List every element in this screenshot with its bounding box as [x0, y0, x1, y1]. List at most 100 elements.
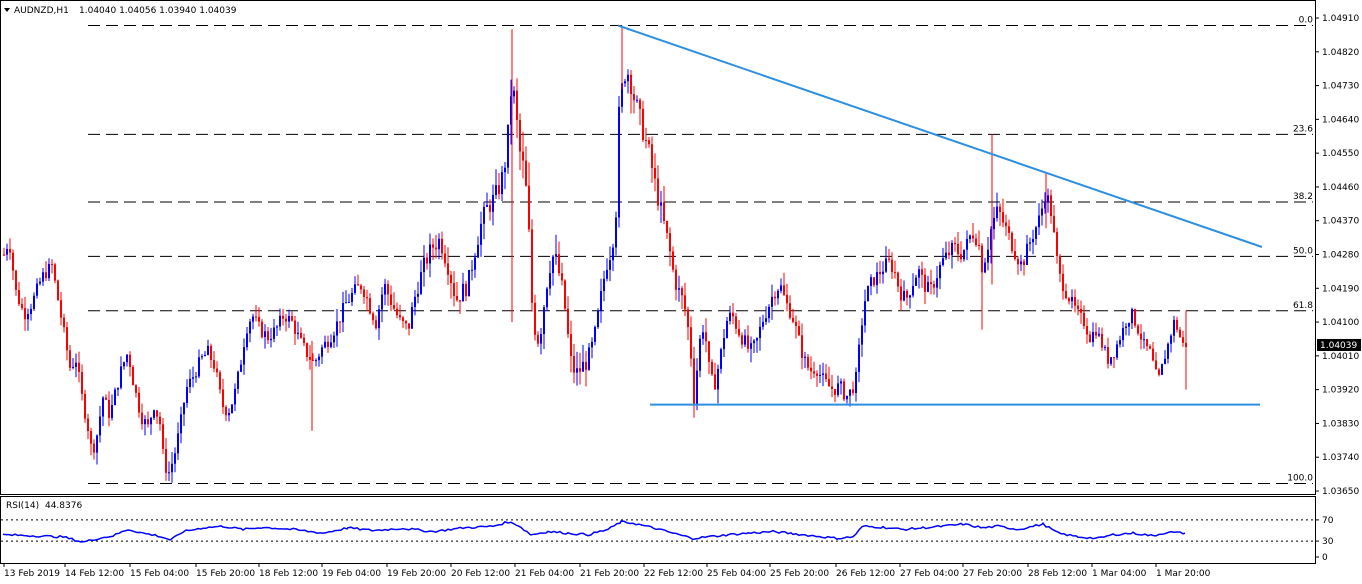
chart-header: AUDNZD,H1 1.04040 1.04056 1.03940 1.0403… — [4, 6, 237, 16]
candle-bull — [597, 310, 599, 328]
candle-bear — [828, 379, 830, 387]
candle-bull — [198, 357, 200, 377]
candle-bull — [177, 433, 179, 454]
time-tick-label: 1 Mar 04:00 — [1092, 569, 1147, 579]
candle-bull — [438, 238, 440, 250]
candle-bear — [51, 263, 53, 265]
candle-bear — [813, 371, 815, 374]
candle-bear — [327, 341, 329, 348]
candle-bear — [165, 448, 167, 473]
candle-bull — [240, 364, 242, 372]
time-tick-label: 21 Feb 20:00 — [580, 569, 639, 579]
candle-bear — [924, 274, 926, 292]
fib-label: 38.2 — [1293, 192, 1313, 202]
time-tick-label: 20 Feb 12:00 — [451, 569, 510, 579]
candle-bull — [582, 361, 584, 372]
candle-bull — [915, 277, 917, 286]
candle-bull — [1029, 242, 1031, 244]
trendline-resistance — [617, 24, 1263, 248]
candle-bear — [558, 254, 560, 274]
candle-bear — [786, 294, 788, 304]
candle-bull — [777, 290, 779, 299]
time-tick-label: 26 Feb 12:00 — [836, 569, 895, 579]
candle-bull — [624, 81, 626, 84]
candle-bear — [162, 424, 164, 449]
candle-bear — [519, 119, 521, 152]
candle-bear — [630, 74, 632, 95]
candle-bull — [867, 285, 869, 302]
candle-bull — [264, 331, 266, 338]
candle-bull — [420, 272, 422, 294]
candle-bull — [48, 263, 50, 279]
candle-bull — [1044, 201, 1046, 209]
candle-bull — [480, 223, 482, 245]
candle-bull — [759, 326, 761, 339]
candle-bear — [852, 389, 854, 393]
candle-bear — [888, 258, 890, 260]
candle-bear — [3, 254, 5, 256]
candle-bear — [87, 418, 89, 432]
candle-bear — [687, 309, 689, 328]
price-tick-label: 1.04100 — [1322, 318, 1359, 328]
candle-bull — [507, 124, 509, 168]
candle-bear — [1155, 360, 1157, 370]
candle-bear — [522, 151, 524, 161]
candle-bull — [855, 371, 857, 393]
candle-bull — [186, 387, 188, 403]
price-tick-label: 1.04820 — [1322, 48, 1359, 58]
candle-bear — [738, 328, 740, 336]
candle-bull — [510, 96, 512, 125]
candle-bull — [837, 383, 839, 395]
candle-bull — [600, 291, 602, 311]
candle-bull — [552, 256, 554, 274]
candle-bull — [384, 284, 386, 295]
candle-bull — [189, 378, 191, 388]
candle-bull — [330, 342, 332, 348]
candle-bull — [603, 278, 605, 292]
candle-bear — [975, 238, 977, 245]
candle-bull — [273, 327, 275, 339]
price-tick-label: 1.04550 — [1322, 149, 1359, 159]
candle-bear — [267, 331, 269, 341]
candle-bear — [669, 233, 671, 252]
candle-bull — [594, 327, 596, 342]
candle-bear — [393, 304, 395, 309]
candle-bear — [447, 263, 449, 275]
candle-bear — [516, 90, 518, 120]
price-tick-label: 1.03740 — [1322, 453, 1359, 463]
candle-bull — [117, 387, 119, 390]
candle-bear — [1182, 337, 1184, 343]
candle-bear — [1152, 348, 1154, 361]
candle-bear — [426, 257, 428, 264]
candle-bear — [792, 317, 794, 322]
candle-bear — [681, 288, 683, 296]
rsi-panel-frame — [0, 496, 1316, 564]
candle-bull — [336, 321, 338, 336]
candle-bull — [549, 273, 551, 289]
candle-bull — [324, 341, 326, 348]
candle-bear — [309, 357, 311, 360]
candle-bear — [1077, 305, 1079, 310]
candle-bear — [387, 284, 389, 295]
price-tick-label: 1.04910 — [1322, 14, 1359, 24]
candle-bull — [483, 206, 485, 224]
candle-bear — [960, 254, 962, 260]
candle-bear — [741, 335, 743, 345]
candle-bull — [36, 283, 38, 296]
candle-bear — [1008, 226, 1010, 233]
candle-bull — [918, 269, 920, 278]
candle-bull — [876, 271, 878, 286]
candle-bear — [525, 160, 527, 186]
candle-bear — [1146, 339, 1148, 347]
candle-bull — [429, 244, 431, 264]
candle-bear — [375, 320, 377, 329]
candle-bull — [123, 362, 125, 367]
candle-bull — [72, 366, 74, 368]
candle-bear — [633, 94, 635, 101]
collapse-arrow-icon[interactable] — [4, 8, 10, 12]
candle-bull — [861, 325, 863, 345]
candle-bull — [822, 373, 824, 375]
candle-bull — [945, 252, 947, 259]
candle-bull — [345, 302, 347, 304]
candle-bear — [105, 397, 107, 400]
